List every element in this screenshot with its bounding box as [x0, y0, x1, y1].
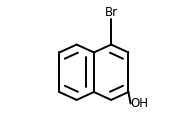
- Text: OH: OH: [131, 97, 149, 110]
- Text: Br: Br: [105, 6, 118, 19]
